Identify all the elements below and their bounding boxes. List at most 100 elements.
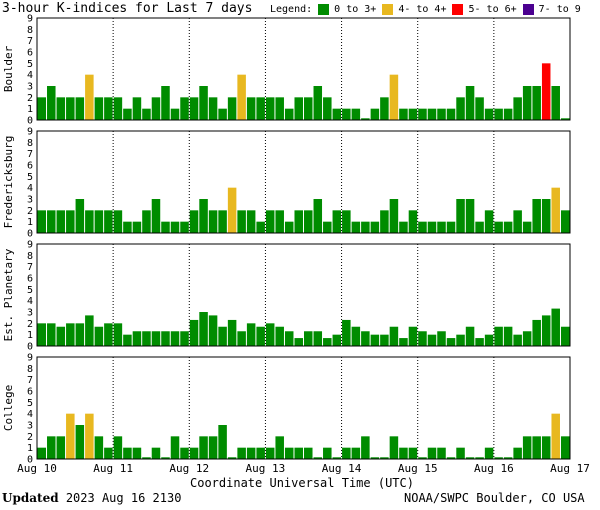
panel-frame	[36, 130, 571, 234]
kindex-bar	[246, 210, 256, 233]
kindex-bar	[151, 97, 161, 120]
kindex-bar	[313, 199, 323, 233]
kindex-bar	[522, 331, 532, 346]
x-tick-label: Aug 13	[246, 462, 286, 475]
kindex-bar	[370, 221, 380, 233]
y-tick-label: 0	[27, 455, 33, 466]
panel-ylabel: College	[2, 385, 15, 431]
kindex-bar	[304, 210, 313, 233]
kindex-bar	[399, 221, 408, 233]
kindex-bar	[332, 457, 342, 459]
kindex-bar	[75, 199, 85, 233]
x-tick-label: Aug 12	[169, 462, 209, 475]
kindex-bar	[446, 108, 456, 120]
kindex-bar	[494, 108, 503, 120]
kindex-bar	[342, 319, 351, 346]
kindex-bar	[332, 334, 342, 346]
kindex-bar	[208, 210, 218, 233]
kindex-bar	[104, 447, 113, 459]
kindex-bar	[551, 413, 560, 459]
y-tick-label: 2	[27, 432, 33, 443]
kindex-bar	[142, 331, 151, 346]
kindex-bar	[361, 118, 370, 120]
legend-item-label: 5- to 6+	[468, 4, 517, 15]
kindex-bar	[465, 199, 475, 233]
y-tick-label: 1	[27, 330, 33, 341]
y-tick-label: 6	[27, 387, 33, 398]
kindex-bar	[475, 338, 484, 346]
kindex-bar	[475, 97, 484, 120]
y-tick-label: 7	[27, 375, 33, 386]
kindex-bar	[380, 334, 389, 346]
kindex-bar	[218, 326, 227, 346]
kindex-bar	[560, 326, 570, 346]
y-tick-label: 1	[27, 217, 33, 228]
kindex-bar	[418, 108, 427, 120]
kindex-bar	[437, 447, 446, 459]
kindex-bar	[199, 312, 208, 346]
x-tick-label: Aug 15	[398, 462, 438, 475]
kindex-bar	[94, 436, 104, 459]
kindex-bar	[189, 447, 199, 459]
kindex-bar	[47, 323, 56, 346]
y-tick-label: 5	[27, 398, 33, 409]
kindex-bar	[494, 221, 503, 233]
kindex-bar	[132, 331, 142, 346]
y-tick-label: 2	[27, 319, 33, 330]
kindex-bar	[237, 210, 246, 233]
kindex-bar	[256, 97, 265, 120]
kindex-bar	[284, 447, 294, 459]
kindex-bar	[56, 326, 66, 346]
kindex-bar	[323, 447, 332, 459]
legend-item-label: 4- to 4+	[398, 4, 447, 15]
kindex-bar	[161, 331, 170, 346]
kindex-bar	[332, 210, 342, 233]
kindex-bar	[256, 221, 265, 233]
y-tick-label: 6	[27, 161, 33, 172]
kindex-bar	[342, 210, 351, 233]
kindex-bar	[522, 86, 532, 120]
legend-swatch-red	[452, 4, 464, 15]
legend-item-5-6: 5- to 6+	[452, 4, 517, 15]
kindex-bar	[465, 457, 475, 459]
kindex-bar	[256, 447, 265, 459]
kindex-bar	[180, 331, 189, 346]
y-tick-label: 4	[27, 409, 33, 420]
kindex-bar	[123, 221, 132, 233]
kindex-bar	[532, 436, 541, 459]
kindex-bar	[246, 447, 256, 459]
legend-label: Legend:	[270, 4, 313, 15]
y-tick-label: 5	[27, 59, 33, 70]
kindex-bar	[161, 221, 170, 233]
kindex-bar	[218, 108, 227, 120]
kindex-bar	[37, 323, 47, 346]
kindex-bar	[37, 97, 47, 120]
kindex-bar	[370, 108, 380, 120]
updated-label: Updated	[2, 491, 59, 505]
kindex-bar	[37, 447, 47, 459]
kindex-bar	[503, 221, 513, 233]
kindex-bar	[284, 331, 294, 346]
kindex-bar	[208, 97, 218, 120]
kindex-bar	[465, 326, 475, 346]
panel-ylabel: Boulder	[2, 45, 15, 92]
kindex-bar	[37, 210, 47, 233]
kindex-bar	[123, 108, 132, 120]
kindex-bar	[465, 86, 475, 120]
kindex-bar	[323, 97, 332, 120]
kindex-bar	[427, 221, 437, 233]
panel-frame	[36, 17, 571, 121]
kindex-bar	[180, 221, 189, 233]
x-tick-label: Aug 14	[322, 462, 362, 475]
x-tick-label: Aug 11	[93, 462, 133, 475]
kindex-bar	[56, 97, 66, 120]
kindex-bar	[323, 221, 332, 233]
kindex-bar	[275, 97, 284, 120]
kindex-bar	[151, 199, 161, 233]
kindex-bar	[323, 338, 332, 346]
kindex-bar	[408, 108, 418, 120]
kindex-bar	[494, 457, 503, 459]
kindex-bar	[541, 436, 551, 459]
kindex-bar	[132, 447, 142, 459]
